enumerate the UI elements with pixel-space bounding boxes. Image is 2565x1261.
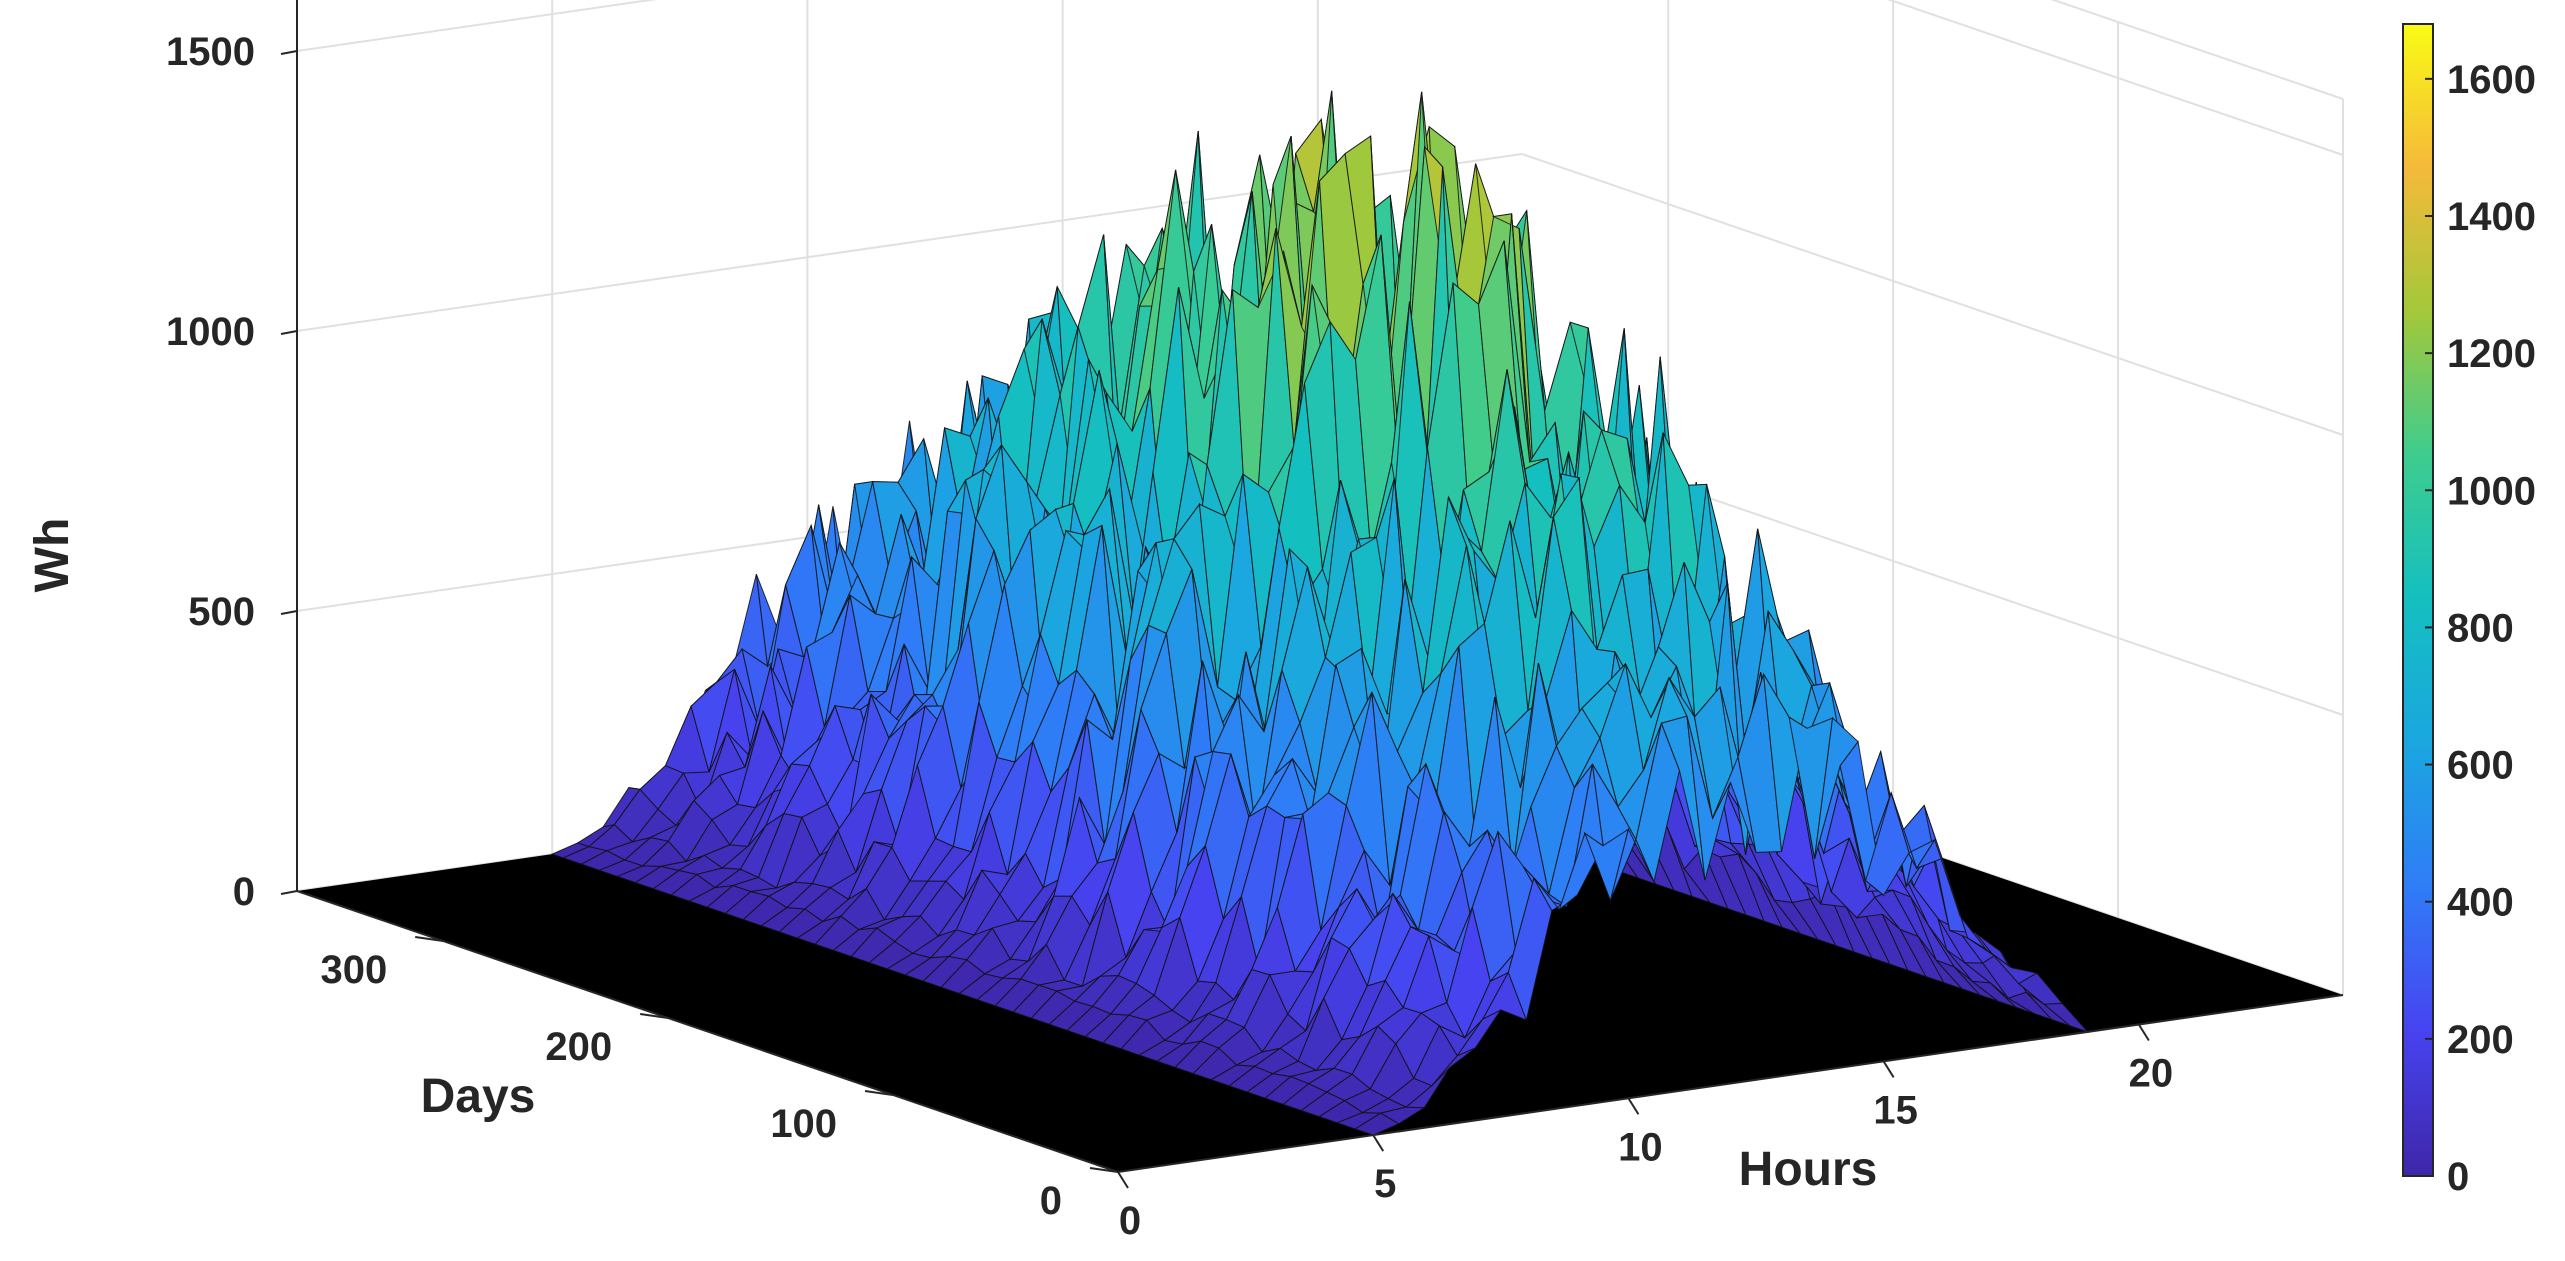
x-tick-label: 15 (1873, 1088, 1918, 1132)
x-tick-label: 10 (1618, 1125, 1663, 1169)
grid-line (296, 0, 2344, 156)
x-tick-label: 0 (1119, 1199, 1141, 1243)
z-tick-mark (280, 610, 298, 615)
colorbar-tick-labels: 0 200 400 600 800 1000 1200 1400 1600 (2425, 58, 2536, 1199)
y-tick-label: 300 (320, 948, 387, 992)
x-tick-label: 20 (2129, 1052, 2174, 1096)
grid-line (2050, 0, 2344, 100)
colorbar-tick-label: 1600 (2447, 58, 2536, 102)
y-tick-label: 100 (770, 1102, 837, 1146)
x-tick-mark (1372, 1134, 1385, 1152)
x-tick-label: 5 (1374, 1162, 1396, 1206)
grid-line (296, 152, 2344, 436)
y-tick-mark (864, 1090, 894, 1097)
z-tick-label: 1000 (166, 310, 255, 354)
y-axis-line (296, 890, 1119, 1173)
y-axis-label: Days (421, 1070, 536, 1123)
colorbar-tick-label: 800 (2447, 606, 2514, 650)
x-axis-label: Hours (1739, 1143, 1878, 1196)
surface-facet (2042, 1002, 2090, 1033)
y-tick-label: 0 (1040, 1179, 1062, 1223)
z-tick-label: 0 (233, 870, 255, 914)
colorbar-tick-label: 600 (2447, 744, 2514, 788)
z-tick-label: 500 (188, 590, 255, 634)
z-axis-label: Wh (26, 518, 79, 593)
x-tick-mark (1882, 1060, 1895, 1078)
y-tick-mark (639, 1013, 669, 1020)
y-tick-mark (415, 936, 444, 943)
colorbar-tick-label: 1200 (2447, 332, 2536, 376)
x-tick-mark (1627, 1097, 1640, 1115)
y-tick-mark (1089, 1167, 1119, 1173)
colorbar-tick-label: 400 (2447, 881, 2514, 925)
colorbar (2402, 23, 2434, 1177)
colorbar-tick-label: 1000 (2447, 469, 2536, 513)
z-tick-label: 1500 (166, 30, 255, 74)
colorbar-tick-label: 1400 (2447, 195, 2536, 239)
colorbar-tick-label: 0 (2447, 1155, 2469, 1199)
colorbar-tick-label: 200 (2447, 1018, 2514, 1062)
y-tick-label: 200 (545, 1025, 612, 1069)
z-tick-mark (280, 330, 298, 335)
z-tick-mark (280, 50, 298, 55)
surface-mesh (550, 90, 2090, 1136)
x-tick-mark (2137, 1023, 2150, 1042)
z-tick-mark (280, 890, 298, 895)
x-tick-mark (1117, 1171, 1129, 1189)
